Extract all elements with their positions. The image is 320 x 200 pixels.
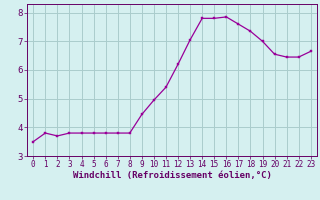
X-axis label: Windchill (Refroidissement éolien,°C): Windchill (Refroidissement éolien,°C)	[73, 171, 271, 180]
